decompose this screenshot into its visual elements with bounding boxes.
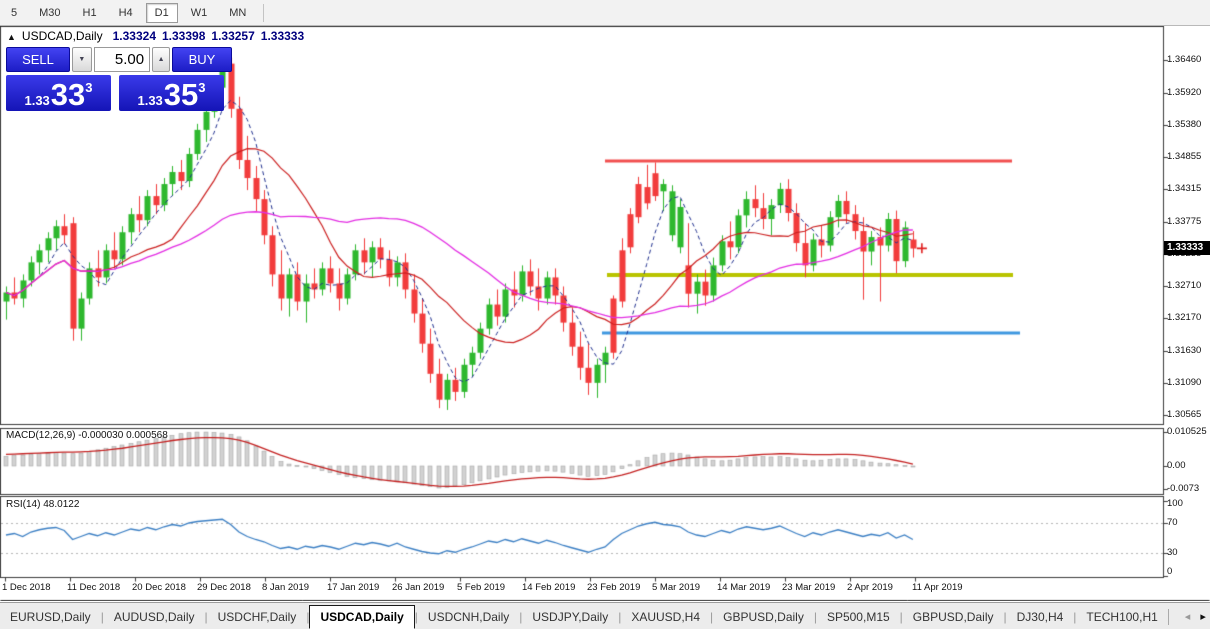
rsi-axis-label: 30 <box>1167 547 1178 558</box>
tab-separator: | <box>100 609 104 624</box>
tab-separator: | <box>618 609 622 624</box>
date-axis-label: 1 Dec 2018 <box>2 582 51 593</box>
price-axis-label: 1.30565 <box>1167 409 1202 421</box>
sell-button[interactable]: SELL <box>6 47 70 72</box>
tab-separator: | <box>519 609 523 624</box>
rsi-axis-label: 100 <box>1167 498 1183 509</box>
price-axis-label: 1.32170 <box>1167 312 1202 324</box>
macd-axis-label: 0.010525 <box>1167 426 1207 437</box>
price-axis-label: 1.35380 <box>1167 119 1202 131</box>
buy-price-big: 35 <box>163 77 199 112</box>
tab-tech100-h1[interactable]: TECH100,H1 <box>1086 609 1158 624</box>
macd-axis-label: 0.00 <box>1167 460 1186 471</box>
tab-separator: | <box>306 609 310 624</box>
rsi-indicator-label: RSI(14) 48.0122 <box>6 499 80 510</box>
tabs-scroll-left-icon[interactable]: ◂ <box>1184 611 1191 623</box>
tab-dj30-h4[interactable]: DJ30,H4 <box>1016 609 1064 624</box>
tab-gbpusd-daily[interactable]: GBPUSD,Daily <box>723 609 804 624</box>
volume-decrease-icon: ▼ <box>78 56 86 63</box>
price-axis-label: 1.36460 <box>1167 54 1202 65</box>
buy-price-box[interactable]: 1.33 35 3 <box>119 75 224 111</box>
macd-axis-label: -0.0073 <box>1167 483 1200 494</box>
quote-close: 1.33333 <box>260 29 305 43</box>
tab-eurusd-daily[interactable]: EURUSD,Daily <box>10 609 91 624</box>
buy-button[interactable]: BUY <box>172 47 232 72</box>
macd-indicator-label: MACD(12,26,9) -0.000030 0.000568 <box>6 430 168 441</box>
tab-bar-divider <box>1167 608 1169 625</box>
timeframe-h4[interactable]: H4 <box>118 6 133 19</box>
timeframe-mn[interactable]: MN <box>229 6 247 19</box>
timeframe-m30[interactable]: M30 <box>39 6 61 19</box>
rsi-axis-label: 0 <box>1167 566 1173 577</box>
date-axis-label: 5 Mar 2019 <box>652 582 701 593</box>
price-axis-label: 1.34855 <box>1167 150 1202 162</box>
tab-separator: | <box>899 609 903 624</box>
timeframe-w1[interactable]: W1 <box>190 6 208 19</box>
buy-price-pip: 3 <box>198 80 206 95</box>
price-axis-label: 1.35920 <box>1167 86 1202 98</box>
timeframe-h1[interactable]: H1 <box>82 6 97 19</box>
tab-usdcad-daily[interactable]: USDCAD,Daily <box>309 605 415 629</box>
quote-low: 1.33257 <box>211 29 255 43</box>
date-axis-label: 26 Jan 2019 <box>392 582 445 593</box>
tab-audusd-daily[interactable]: AUDUSD,Daily <box>113 609 195 624</box>
date-axis-label: 8 Jan 2019 <box>262 582 310 593</box>
tab-usdchf-daily[interactable]: USDCHF,Daily <box>217 609 297 624</box>
date-axis-label: 23 Feb 2019 <box>587 582 641 593</box>
tab-usdjpy-daily[interactable]: USDJPY,Daily <box>532 609 609 624</box>
one-click-trading-panel: SELL ▼ 5.00 ▲ BUY 1.33 33 3 1.33 35 3 <box>6 47 232 111</box>
collapse-panel-icon[interactable]: ▲ <box>7 32 16 42</box>
current-price-marker: 1.33333 <box>1164 241 1210 256</box>
tabs-scroll-right-icon[interactable]: ▸ <box>1200 611 1206 623</box>
date-axis-label: 2 Apr 2019 <box>847 582 893 593</box>
date-axis-label: 17 Jan 2019 <box>327 582 380 593</box>
tab-separator: | <box>204 609 208 624</box>
quote-open: 1.33324 <box>112 29 156 43</box>
chart-canvas[interactable] <box>0 26 1210 601</box>
sell-price-pip: 3 <box>85 80 93 95</box>
sell-price-prefix: 1.33 <box>24 93 50 108</box>
symbol-period-label: USDCAD,Daily <box>21 29 103 43</box>
price-axis-label: 1.34315 <box>1167 183 1202 195</box>
date-axis-label: 29 Dec 2018 <box>197 582 251 593</box>
tab-scroll-controls: ◂ ▸ <box>1167 608 1210 625</box>
buy-price-prefix: 1.33 <box>137 93 163 108</box>
chart-tab-bar: EURUSD,Daily | AUDUSD,Daily | USDCHF,Daily | U… <box>0 602 1210 629</box>
tab-separator: | <box>1003 609 1007 624</box>
volume-input[interactable]: 5.00 <box>93 47 151 72</box>
tab-gbpusd-daily[interactable]: GBPUSD,Daily <box>912 609 994 624</box>
tab-xauusd-h4[interactable]: XAUUSD,H4 <box>631 609 701 624</box>
timeframe-5[interactable]: 5 <box>11 6 18 19</box>
date-axis-label: 20 Dec 2018 <box>132 582 186 593</box>
tab-separator: | <box>813 609 817 624</box>
sell-price-box[interactable]: 1.33 33 3 <box>6 75 111 111</box>
volume-decrease-button[interactable]: ▼ <box>72 47 92 72</box>
volume-increase-button[interactable]: ▲ <box>152 47 170 72</box>
date-axis-label: 11 Apr 2019 <box>912 582 963 593</box>
date-axis-label: 5 Feb 2019 <box>457 582 506 593</box>
tab-separator: | <box>414 609 418 624</box>
toolbar-separator <box>263 3 265 22</box>
date-axis-label: 23 Mar 2019 <box>782 582 836 593</box>
tab-separator: | <box>1073 609 1077 624</box>
tab-separator: | <box>710 609 714 624</box>
price-axis-label: 1.31090 <box>1167 377 1202 389</box>
sell-price-big: 33 <box>50 77 86 112</box>
tab-sp500-m15[interactable]: SP500,M15 <box>826 609 890 624</box>
price-axis-label: 1.32710 <box>1167 279 1202 291</box>
date-axis-label: 11 Dec 2018 <box>67 582 121 593</box>
volume-increase-icon: ▲ <box>157 56 165 63</box>
tab-usdcnh-daily[interactable]: USDCNH,Daily <box>427 609 510 624</box>
timeframe-toolbar: 5 M30 H1 H4 D1 W1 MN <box>0 0 1210 26</box>
quote-header: ▲ USDCAD,Daily 1.33324 1.33398 1.33257 1.3333… <box>7 29 310 43</box>
price-axis-label: 1.33775 <box>1167 215 1202 227</box>
rsi-axis-label: 70 <box>1167 517 1178 528</box>
date-axis-label: 14 Mar 2019 <box>717 582 771 593</box>
timeframe-d1[interactable]: D1 <box>145 2 178 23</box>
date-axis-label: 14 Feb 2019 <box>522 582 576 593</box>
price-axis-label: 1.31630 <box>1167 344 1202 356</box>
quote-high: 1.33398 <box>162 29 206 43</box>
